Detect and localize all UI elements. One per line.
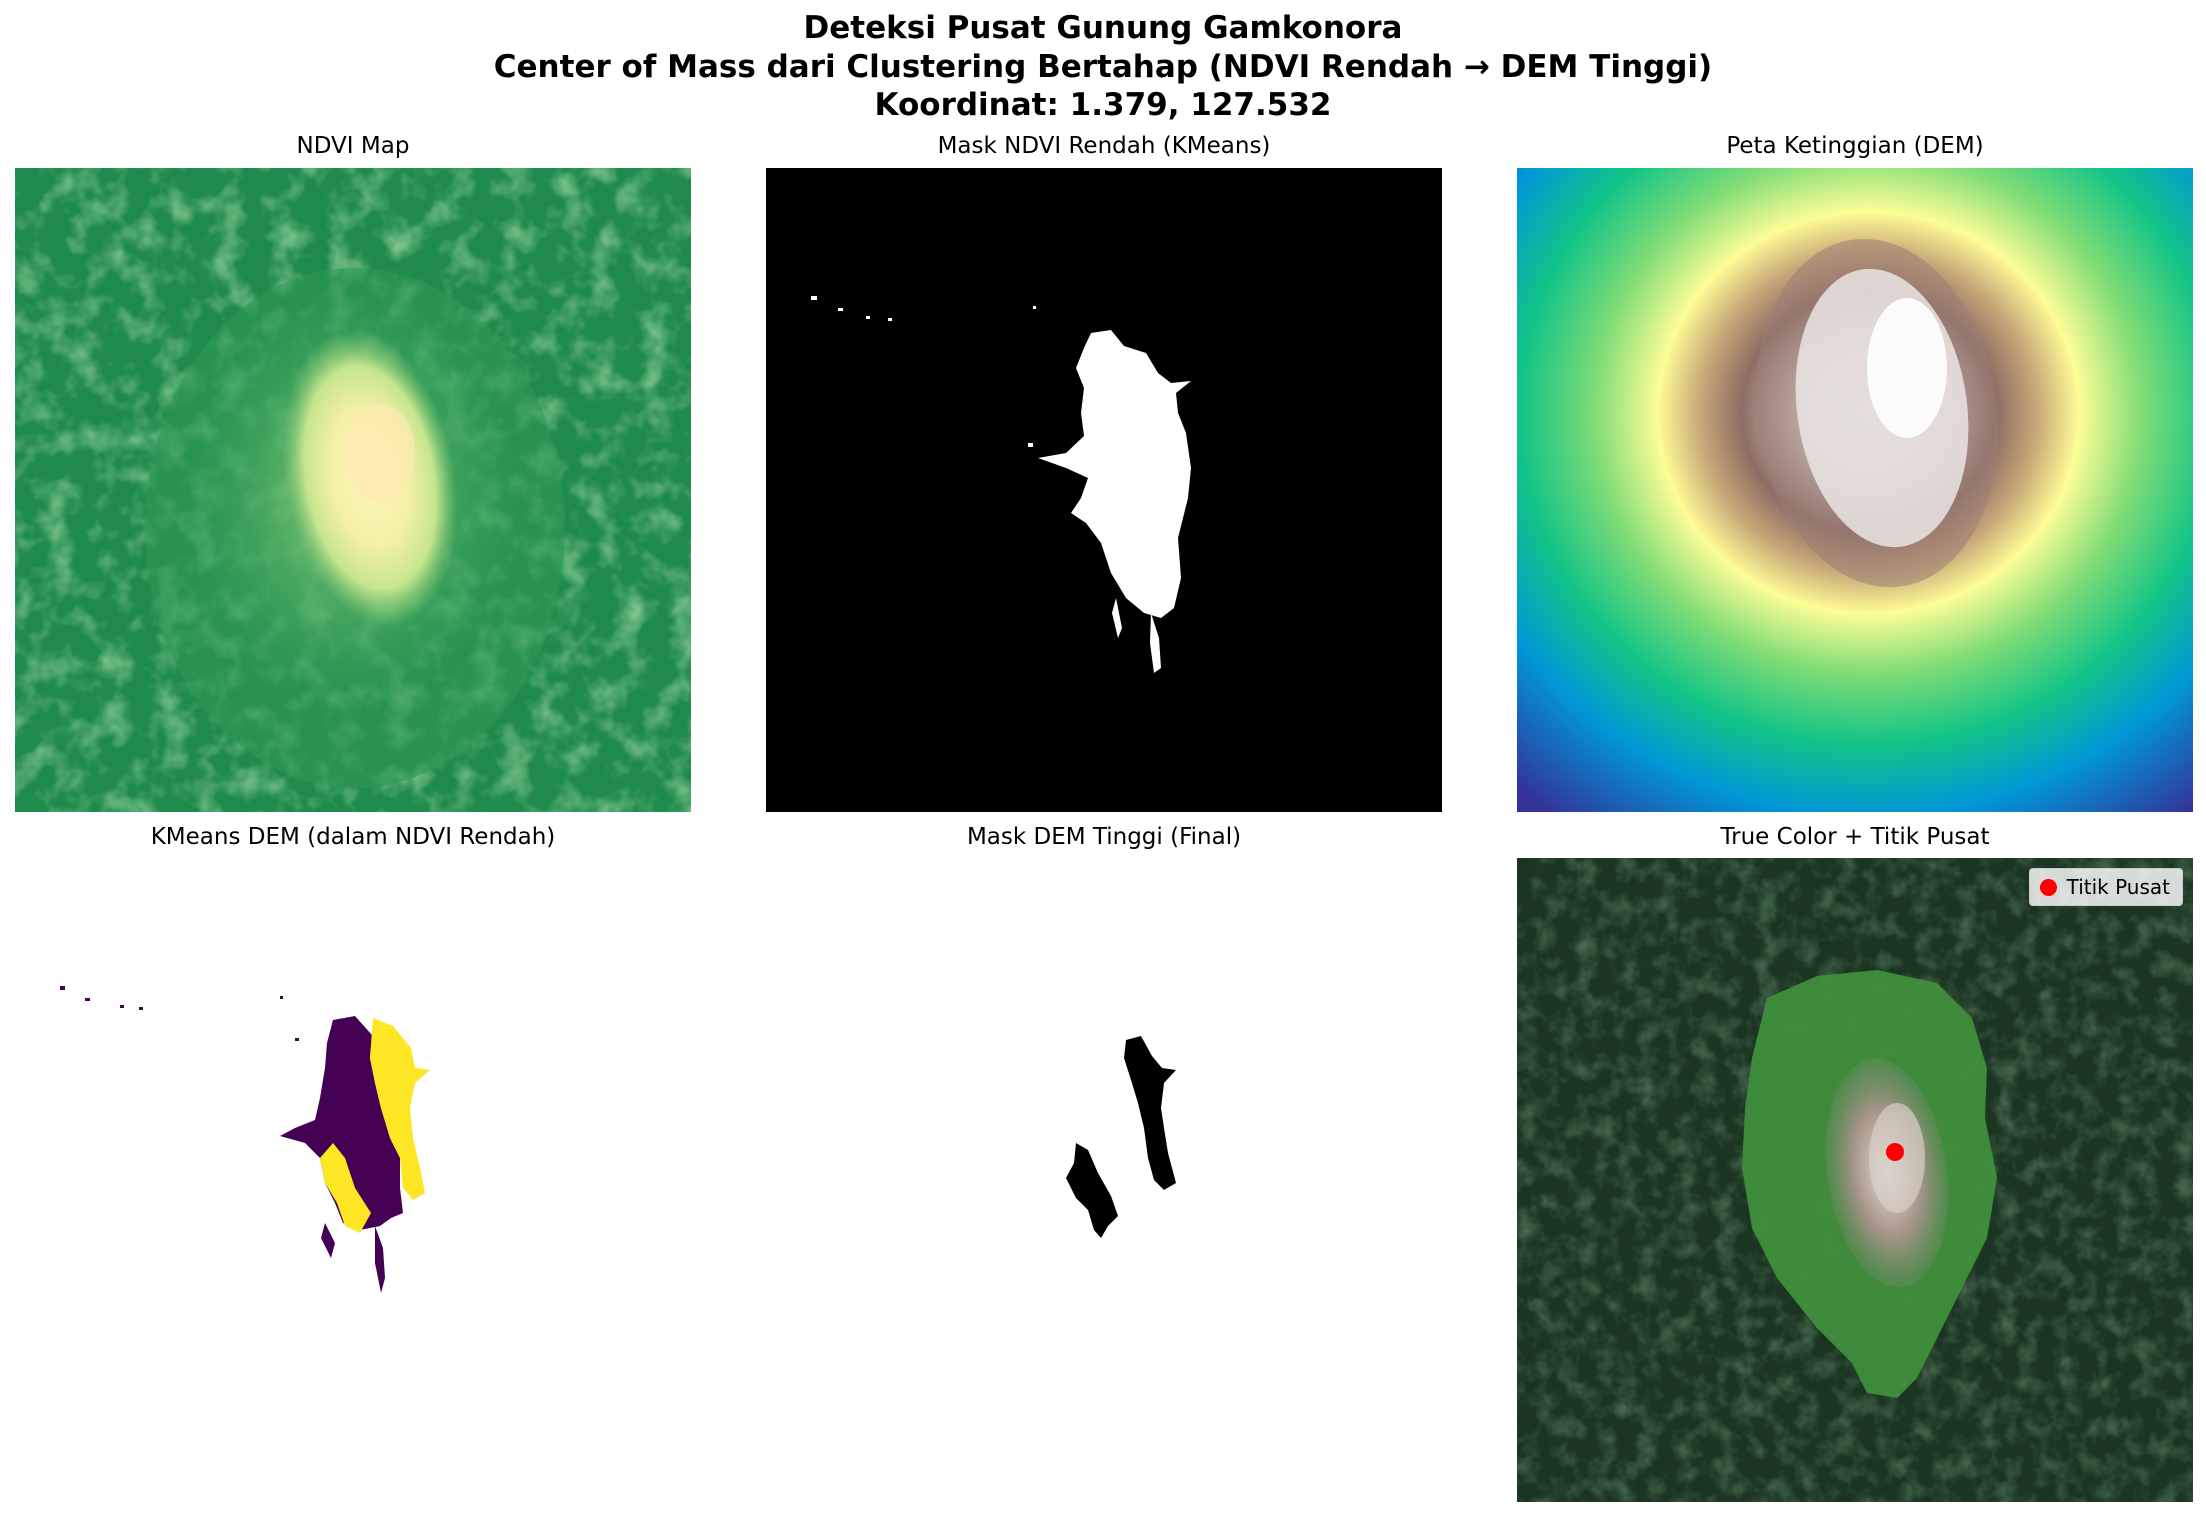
kmeans-dem-image bbox=[15, 858, 691, 1502]
kmeans-cluster-low bbox=[280, 1016, 403, 1230]
figure-title-line-2: Center of Mass dari Clustering Bertahap … bbox=[493, 49, 1713, 85]
ndvi-map-panel bbox=[15, 168, 691, 812]
dem-mask-ridge-west bbox=[1066, 1143, 1118, 1238]
panel-title-dem-mask: Mask DEM Tinggi (Final) bbox=[966, 824, 1242, 850]
ndvi-mask-panel bbox=[766, 168, 1442, 812]
legend-marker-icon bbox=[2039, 878, 2057, 896]
ndvi-mask-blob bbox=[1038, 330, 1191, 618]
figure-title-line-1: Deteksi Pusat Gunung Gamkonora bbox=[803, 10, 1403, 46]
legend-label: Titik Pusat bbox=[2066, 875, 2170, 899]
ndvi-mask-image bbox=[766, 168, 1442, 812]
ndvi-map-image bbox=[15, 168, 691, 812]
true-color-panel: Titik Pusat bbox=[1517, 858, 2193, 1502]
dem-mask-panel bbox=[766, 858, 1442, 1502]
legend: Titik Pusat bbox=[2028, 868, 2183, 906]
dem-panel bbox=[1517, 168, 2193, 812]
panel-title-ndvi-mask: Mask NDVI Rendah (KMeans) bbox=[937, 133, 1271, 159]
dem-mask-ridge-east bbox=[1124, 1036, 1176, 1190]
true-color-image bbox=[1517, 858, 2193, 1502]
dem-image bbox=[1517, 168, 2193, 812]
panel-title-dem: Peta Ketinggian (DEM) bbox=[1726, 133, 1984, 159]
dem-mask-image bbox=[766, 858, 1442, 1502]
panel-title-kmeans-dem: KMeans DEM (dalam NDVI Rendah) bbox=[150, 824, 556, 850]
figure-title-line-3: Koordinat: 1.379, 127.532 bbox=[874, 87, 1332, 123]
panel-title-ndvi: NDVI Map bbox=[296, 133, 410, 159]
center-point-marker bbox=[1886, 1143, 1904, 1161]
panel-title-true-color: True Color + Titik Pusat bbox=[1720, 824, 1990, 850]
kmeans-dem-panel bbox=[15, 858, 691, 1502]
kmeans-cluster-high bbox=[370, 1018, 430, 1200]
